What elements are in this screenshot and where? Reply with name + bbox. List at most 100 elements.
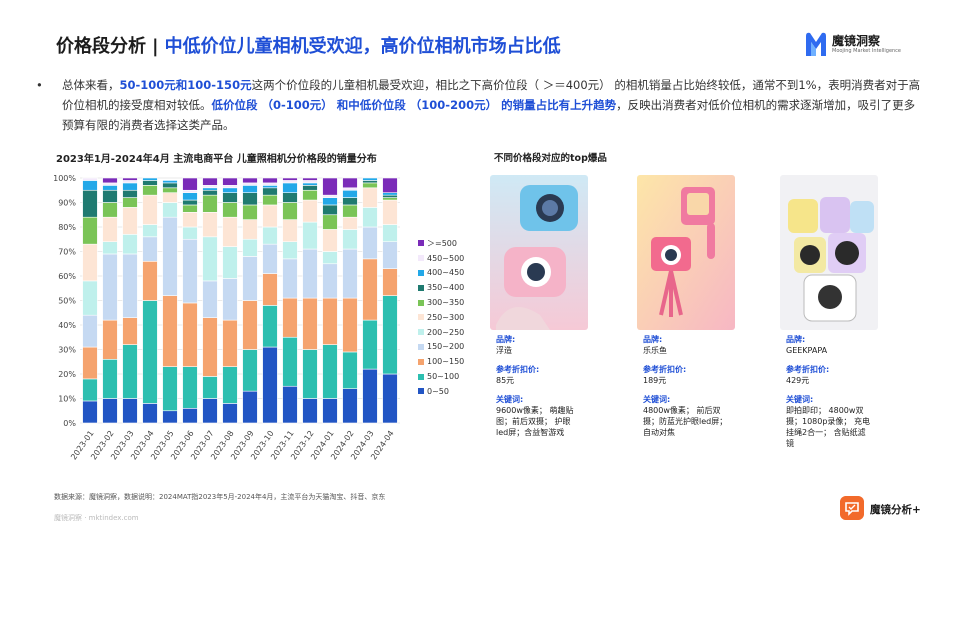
bar-segment <box>202 398 218 424</box>
bar-segment <box>242 182 258 186</box>
bar-segment <box>262 305 278 348</box>
legend-label: 250~300 <box>427 312 465 322</box>
legend-item: 150~200 <box>418 340 464 355</box>
bar-segment <box>322 214 338 230</box>
bar-segment <box>122 207 138 235</box>
bar-segment <box>162 192 178 203</box>
bar-segment <box>162 410 178 424</box>
bar-segment <box>302 349 318 399</box>
bar-segment <box>242 238 258 257</box>
keyword-label: 关键词: <box>786 395 814 404</box>
brand-badge[interactable]: 魔镜分析+ <box>840 496 940 522</box>
bar-segment <box>182 189 198 194</box>
bar-segment <box>142 236 158 262</box>
bar-segment <box>322 204 338 216</box>
bar-segment <box>302 297 318 350</box>
bar-segment <box>222 185 238 189</box>
bar-segment <box>362 226 378 260</box>
bar-segment <box>102 182 118 186</box>
product-keywords: 4800w像素； 前后双摄；防蓝光护眼led屏； 自动对焦 <box>643 406 728 437</box>
chart-container: 0% 10% 20% 30% 40% 50% 60% 70% 80% 90% 100% 2023-01… <box>40 168 480 468</box>
bar-segment <box>162 216 178 296</box>
legend-swatch <box>418 255 424 262</box>
bar-segment <box>342 229 358 250</box>
bar-segment <box>222 246 238 279</box>
bar-segment <box>142 403 158 424</box>
legend-item: 0~50 <box>418 384 464 399</box>
kids-camera-pink-tripod-photo <box>637 175 735 330</box>
bar-segment <box>102 177 118 184</box>
legend-item: 450~500 <box>418 251 464 266</box>
bar-segment <box>102 319 118 360</box>
bar-segment <box>122 317 138 345</box>
bar-segment <box>322 263 338 299</box>
product-keywords: 即拍即印； 4800w双摄；1080p录像； 充电挂绳2合一； 含贴纸滤镜 <box>786 406 870 448</box>
bar-segment <box>122 234 138 255</box>
bar-segment <box>282 336 298 387</box>
product-brand: 浮造 <box>496 346 512 355</box>
bar-segment <box>102 216 118 243</box>
bar-segment <box>162 366 178 412</box>
bar-segment <box>162 182 178 189</box>
bar-segment <box>342 297 358 353</box>
bar-segment <box>122 344 138 399</box>
bar-segment <box>242 192 258 206</box>
products-title: 不同价格段对应的top爆品 <box>494 153 607 164</box>
bar-segment <box>182 192 198 201</box>
summary-text: • 总体来看，50-100元和100-150元这两个价位段的儿童相机最受欢迎，相… <box>36 75 926 135</box>
logo-subtitle: Moojing Market Intelligence <box>832 48 902 54</box>
bar-segment <box>102 185 118 191</box>
bar-segment <box>242 256 258 301</box>
bar-segment <box>342 204 358 218</box>
keyword-label: 关键词: <box>643 395 671 404</box>
bar-segment <box>222 366 238 404</box>
bar-segment <box>82 243 98 282</box>
legend-label: 0~50 <box>427 386 449 396</box>
bar-segment <box>162 295 178 367</box>
product-card-2[interactable]: 品牌: 乐乐鱼 参考折扣价: 189元 关键词: 4800w像素； 前后双摄；防… <box>637 175 735 437</box>
bar-segment <box>322 297 338 345</box>
bar-segment <box>182 366 198 409</box>
bar-segment <box>362 177 378 181</box>
bar-segment <box>162 202 178 218</box>
kids-camera-blue-photo <box>490 175 588 330</box>
bar-segment <box>342 189 358 198</box>
bar-segment <box>262 185 278 189</box>
bar-segment <box>222 403 238 424</box>
bar-segment <box>82 314 98 348</box>
y-tick-label: 70% <box>58 248 76 257</box>
brand-label: 品牌: <box>643 335 663 344</box>
product-card-1[interactable]: 品牌: 浮造 参考折扣价: 85元 关键词: 9600w像素； 萌趣贴图；前后双… <box>490 175 588 437</box>
bar-segment <box>342 187 358 191</box>
bar-segment <box>242 185 258 194</box>
bar-segment <box>222 202 238 218</box>
bar-segment <box>122 189 138 198</box>
brand-name: 魔镜分析+ <box>870 504 921 516</box>
y-tick-label: 50% <box>58 297 76 306</box>
legend-label: 200~250 <box>427 327 465 337</box>
bar-segment <box>302 199 318 223</box>
bar-segment <box>382 373 398 424</box>
bar-segment <box>102 202 118 218</box>
bar-segment <box>182 226 198 240</box>
chart-title: 2023年1月-2024年4月 主流电商平台 儿童照相机分价格段的销量分布 <box>56 154 377 165</box>
legend-label: 150~200 <box>427 342 465 352</box>
data-source: 数据来源：魔镜洞察，数据说明：2024MAT指2023年5月-2024年4月，主… <box>54 493 386 501</box>
bar-segment <box>382 241 398 269</box>
bar-segment <box>202 376 218 399</box>
price-label: 参考折扣价: <box>496 365 540 374</box>
bar-segment <box>222 177 238 186</box>
bar-segment <box>382 268 398 296</box>
bar-segment <box>102 241 118 255</box>
bar-segment <box>382 194 398 198</box>
product-card-3[interactable]: 品牌: GEEKPAPA 参考折扣价: 429元 关键词: 即拍即印； 4800… <box>780 175 878 448</box>
bar-segment <box>382 177 398 193</box>
bar-segment <box>262 226 278 245</box>
legend-swatch <box>418 343 424 350</box>
bar-segment <box>242 204 258 220</box>
bar-segment <box>302 221 318 250</box>
bar-segment <box>222 319 238 367</box>
bar-segment <box>282 219 298 243</box>
bar-segment <box>382 295 398 375</box>
legend-item: 100~150 <box>418 354 464 369</box>
